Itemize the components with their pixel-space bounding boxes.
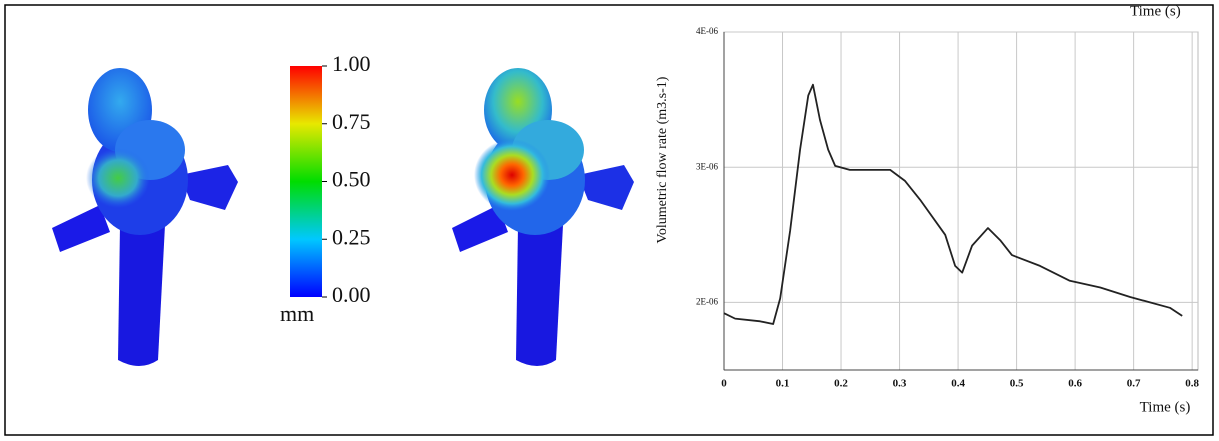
page: {"colorbar": {"lim": [0, 1], "ticks": [{…	[0, 0, 1219, 441]
y-axis-label: Volumetric flow rate (m3.s-1)	[655, 76, 670, 243]
x-tick-label: 0.8	[1185, 378, 1199, 390]
aneurysm-render-left	[52, 68, 238, 366]
colorbar-tick-label: 0.00	[332, 282, 371, 307]
aneurysm-render-right	[452, 68, 634, 366]
x-tick-label: 0.4	[951, 378, 965, 390]
colorbar: mm 0.00 0.25 0.50 0.75 1.00	[280, 51, 371, 326]
line-chart: Time (s) Time (s) Volumetric flow rate (…	[655, 3, 1199, 415]
x-tick-label: 0.2	[834, 378, 848, 390]
plot-area	[724, 32, 1198, 370]
figure: mm 0.000.250.500.751.00 Time (s) Time (s…	[0, 0, 1219, 441]
colorbar-tick-label: 0.75	[332, 109, 371, 134]
colorbar-gradient	[290, 66, 322, 297]
top-label: Time (s)	[1130, 3, 1181, 19]
x-tick-label: 0.6	[1068, 378, 1082, 390]
x-axis-label: Time (s)	[1140, 399, 1191, 415]
x-tick-label: 0.3	[893, 378, 907, 390]
x-tick-label: 0	[721, 378, 727, 390]
colorbar-unit: mm	[280, 301, 314, 326]
colorbar-tick-label: 0.25	[332, 224, 371, 249]
x-tick-label: 0.5	[1010, 378, 1024, 390]
y-tick-label: 4E-06	[696, 26, 718, 36]
y-tick-label: 3E-06	[696, 161, 718, 171]
flow-rate-line	[724, 85, 1182, 324]
colorbar-tick-label: 0.50	[332, 167, 371, 192]
y-tick-label: 2E-06	[696, 296, 718, 306]
x-tick-label: 0.1	[776, 378, 790, 390]
x-tick-label: 0.7	[1127, 378, 1141, 390]
colorbar-tick-label: 1.00	[332, 51, 371, 76]
